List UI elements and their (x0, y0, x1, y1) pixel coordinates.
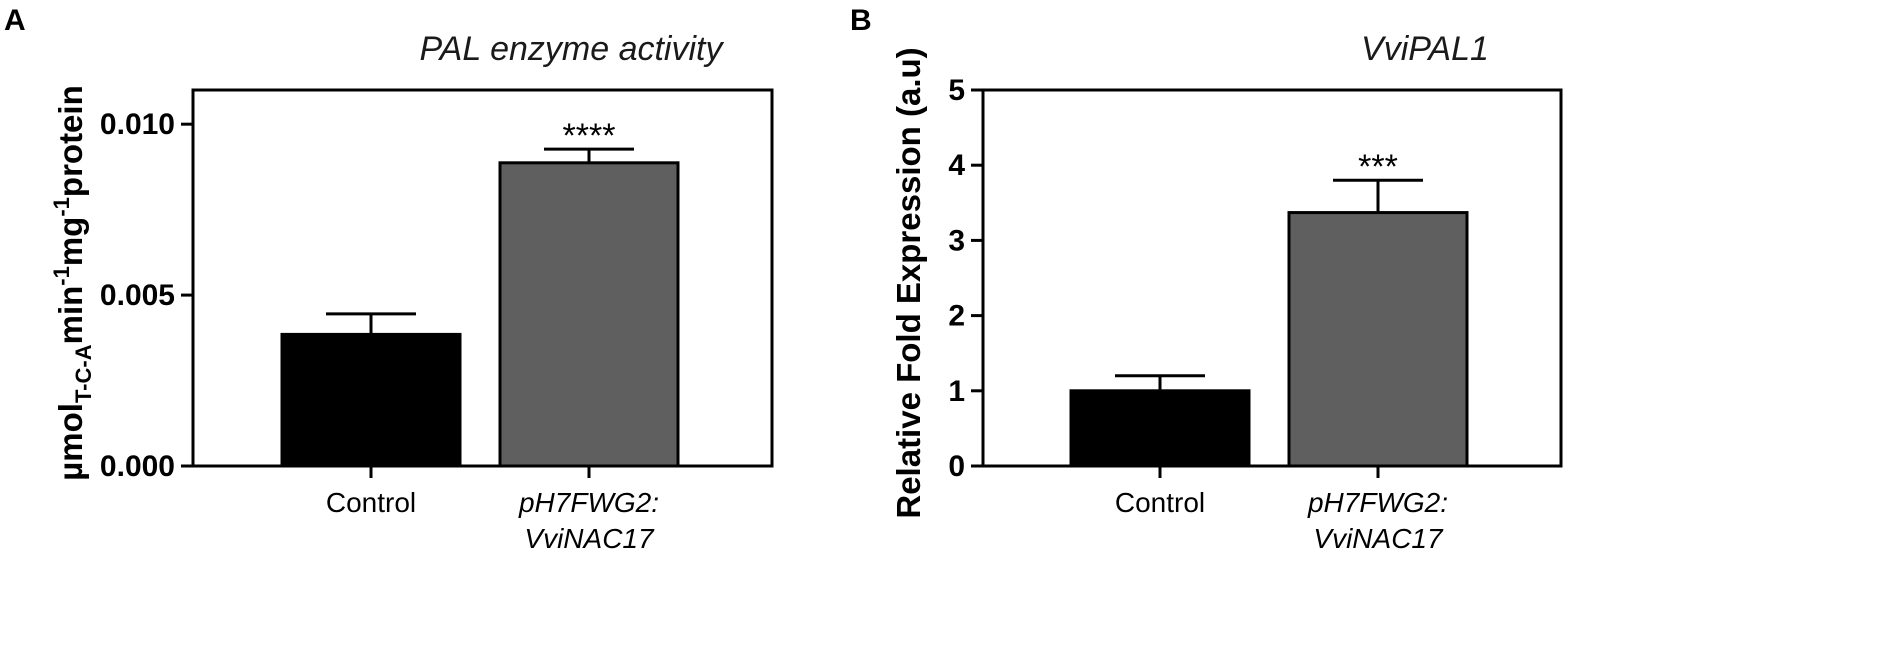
x-tick-label-a-1: pH7FWG2: VviNAC17 (518, 487, 659, 554)
chart-title-a: PAL enzyme activity (420, 30, 725, 68)
y-axis-label-a: µmolT-C-Amin-1mg-1protein (49, 85, 96, 480)
y-tick-label-b: 3 (948, 224, 965, 257)
y-axis-a: 0.000 0.005 0.010 (100, 88, 774, 483)
x-tick-label-b-0: Control (1115, 487, 1205, 518)
bar-b-0 (1069, 389, 1251, 468)
y-tick-label-b: 1 (948, 375, 965, 408)
bars-b: Control pH7FWG2: VviNAC17 *** (1069, 148, 1469, 554)
y-tick-label-b: 2 (948, 300, 965, 333)
significance-a-1: **** (563, 117, 616, 155)
y-tick-label-a: 0.000 (100, 450, 175, 483)
y-axis-b: 0 1 2 3 4 5 (948, 74, 1563, 483)
plot-frame-b (981, 88, 1563, 468)
significance-b-1: *** (1358, 148, 1398, 186)
bar-a-0 (280, 332, 462, 468)
bar-b-1 (1287, 211, 1469, 468)
y-tick-label-a: 0.005 (100, 279, 175, 312)
panel-b: B VviPAL1 0 1 2 3 4 5 Control pH7FWG2: VviNAC17… (850, 4, 1563, 554)
panel-a: A PAL enzyme activity 0.000 0.005 0.010 Co… (4, 4, 774, 554)
bars-a: Control pH7FWG2: VviNAC17 **** (280, 117, 680, 554)
x-tick-label-b-1: pH7FWG2: VviNAC17 (1307, 487, 1448, 554)
panel-letter-a: A (4, 4, 26, 37)
y-tick-label-b: 5 (948, 74, 965, 107)
y-tick-label-b: 4 (948, 149, 965, 182)
x-tick-label-a-0: Control (326, 487, 416, 518)
y-tick-label-b: 0 (948, 450, 965, 483)
chart-title-b: VviPAL1 (1361, 30, 1489, 68)
y-tick-label-a: 0.010 (100, 108, 175, 141)
y-axis-label-b: Relative Fold Expression (a.u) (890, 47, 927, 518)
plot-frame-a (191, 88, 774, 468)
bar-a-1 (498, 161, 680, 468)
panel-letter-b: B (850, 4, 872, 37)
